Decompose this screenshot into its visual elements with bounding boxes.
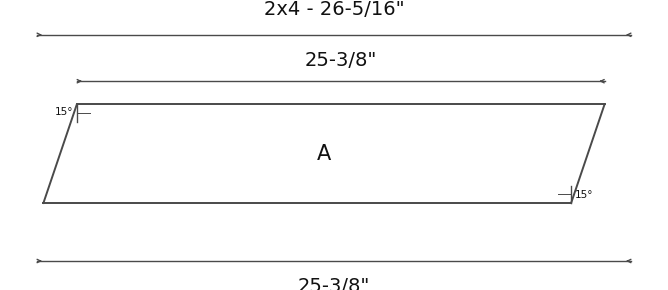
Text: 15°: 15° (574, 190, 593, 200)
Text: A: A (317, 144, 331, 164)
Text: 25-3/8": 25-3/8" (305, 50, 377, 70)
Text: 25-3/8": 25-3/8" (298, 277, 370, 290)
Text: 15°: 15° (55, 107, 73, 117)
Text: 2x4 - 26-5/16": 2x4 - 26-5/16" (264, 0, 404, 19)
